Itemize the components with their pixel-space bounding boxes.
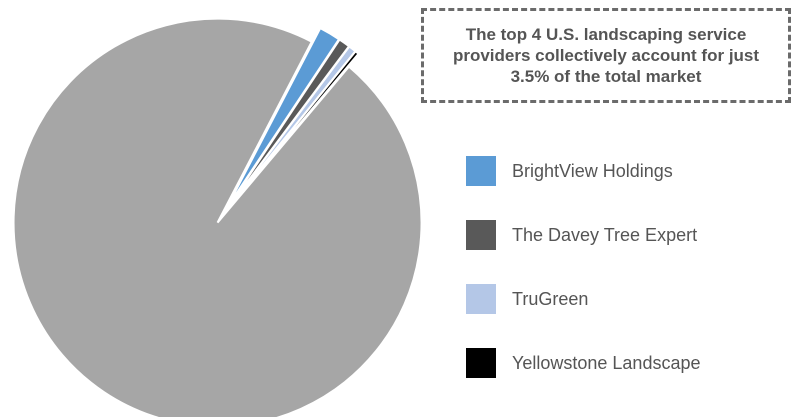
chart-legend: BrightView Holdings The Davey Tree Expert…: [466, 156, 700, 412]
legend-label: TruGreen: [512, 288, 589, 309]
legend-label: Yellowstone Landscape: [512, 352, 701, 373]
pie-slices: [12, 17, 423, 417]
legend-swatch: [466, 156, 496, 186]
legend-swatch: [466, 284, 496, 314]
legend-label: BrightView Holdings: [512, 160, 673, 181]
legend-swatch: [466, 348, 496, 378]
pie-slice-rest-of-market: [12, 17, 423, 417]
chart-annotation: The top 4 U.S. landscaping service provi…: [421, 8, 791, 103]
legend-item: BrightView Holdings: [466, 156, 700, 186]
legend-item: TruGreen: [466, 284, 700, 314]
legend-label: The Davey Tree Expert: [512, 224, 698, 245]
legend-item: Yellowstone Landscape: [466, 348, 700, 378]
pie-slice-yellowstone-landscape: [226, 49, 360, 211]
legend-item: The Davey Tree Expert: [466, 220, 700, 250]
legend-swatch: [466, 220, 496, 250]
